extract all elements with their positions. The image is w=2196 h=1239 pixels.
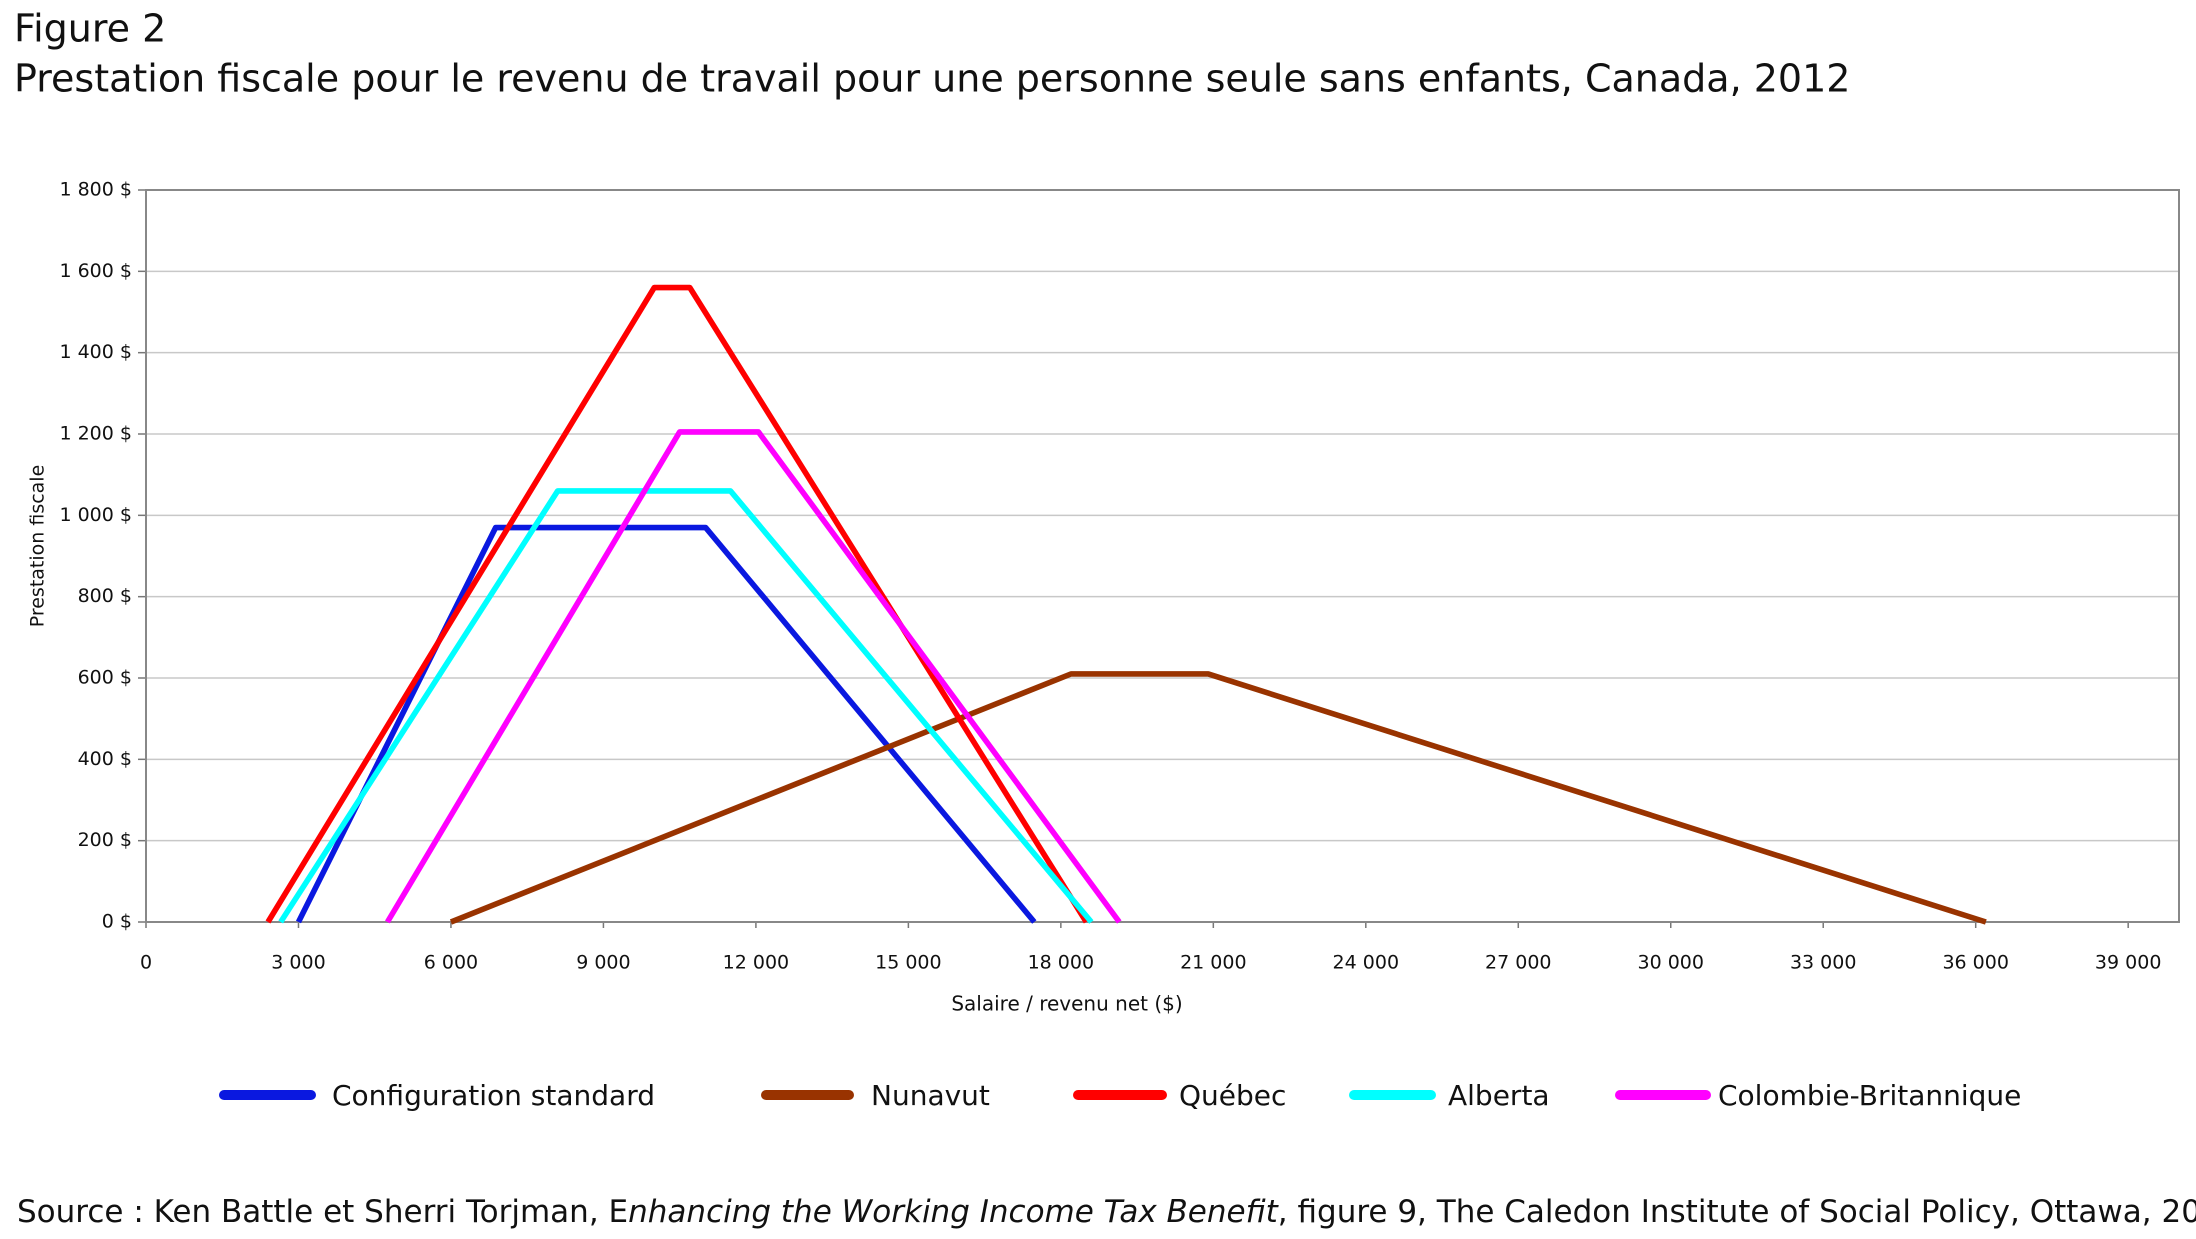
legend-label: Nunavut xyxy=(871,1079,990,1112)
x-tick-label: 21 000 xyxy=(1180,952,1246,974)
source: Source : Ken Battle et Sherri Torjman, E… xyxy=(17,1194,2196,1230)
x-tick-label: 30 000 xyxy=(1638,952,1704,974)
plot-border xyxy=(145,189,2180,923)
y-tick-label: 400 $ xyxy=(78,748,132,770)
series-line xyxy=(295,524,1037,924)
source-text: nhancing the Working Income Tax Benefit xyxy=(628,1194,1279,1230)
x-axis-title: Salaire / revenu net ($) xyxy=(951,992,1182,1016)
figure-label: Figure 2 xyxy=(14,7,166,51)
x-tick-label: 15 000 xyxy=(875,952,941,974)
y-tick-label: 1 200 $ xyxy=(59,423,132,445)
series-line xyxy=(265,284,1089,924)
y-tick-label: 1 400 $ xyxy=(59,341,132,363)
y-tick-label: 200 $ xyxy=(78,829,132,851)
legend-label: Configuration standard xyxy=(332,1079,655,1112)
x-tick-label: 39 000 xyxy=(2095,952,2161,974)
x-tick-label: 27 000 xyxy=(1485,952,1551,974)
x-tick-label: 3 000 xyxy=(271,952,325,974)
y-tick-label: 1 600 $ xyxy=(59,260,132,282)
x-tick-label: 24 000 xyxy=(1333,952,1399,974)
y-tick-label: 1 000 $ xyxy=(59,504,132,526)
y-axis-title: Prestation fiscale xyxy=(27,465,49,628)
series-line xyxy=(385,429,1122,924)
legend-label: Colombie-Britannique xyxy=(1718,1079,2021,1112)
x-tick-label: 18 000 xyxy=(1028,952,1094,974)
source-text: Source : Ken Battle et Sherri Torjman, E xyxy=(17,1194,628,1230)
y-tick-label: 0 $ xyxy=(102,911,132,933)
series-line xyxy=(449,671,1987,925)
y-tick-label: 800 $ xyxy=(78,585,132,607)
x-tick-label: 0 xyxy=(140,952,152,974)
y-tick-label: 1 800 $ xyxy=(59,179,132,201)
legend-label: Québec xyxy=(1179,1079,1286,1112)
source-text: , figure 9, The Caledon Institute of Soc… xyxy=(1278,1194,2196,1230)
chart-title: Prestation fiscale pour le revenu de tra… xyxy=(14,57,1850,101)
y-tick-label: 600 $ xyxy=(78,667,132,689)
x-tick-label: 9 000 xyxy=(576,952,630,974)
x-tick-label: 36 000 xyxy=(1942,952,2008,974)
x-tick-label: 6 000 xyxy=(424,952,478,974)
x-tick-label: 33 000 xyxy=(1790,952,1856,974)
x-tick-label: 12 000 xyxy=(723,952,789,974)
legend-label: Alberta xyxy=(1448,1079,1550,1112)
